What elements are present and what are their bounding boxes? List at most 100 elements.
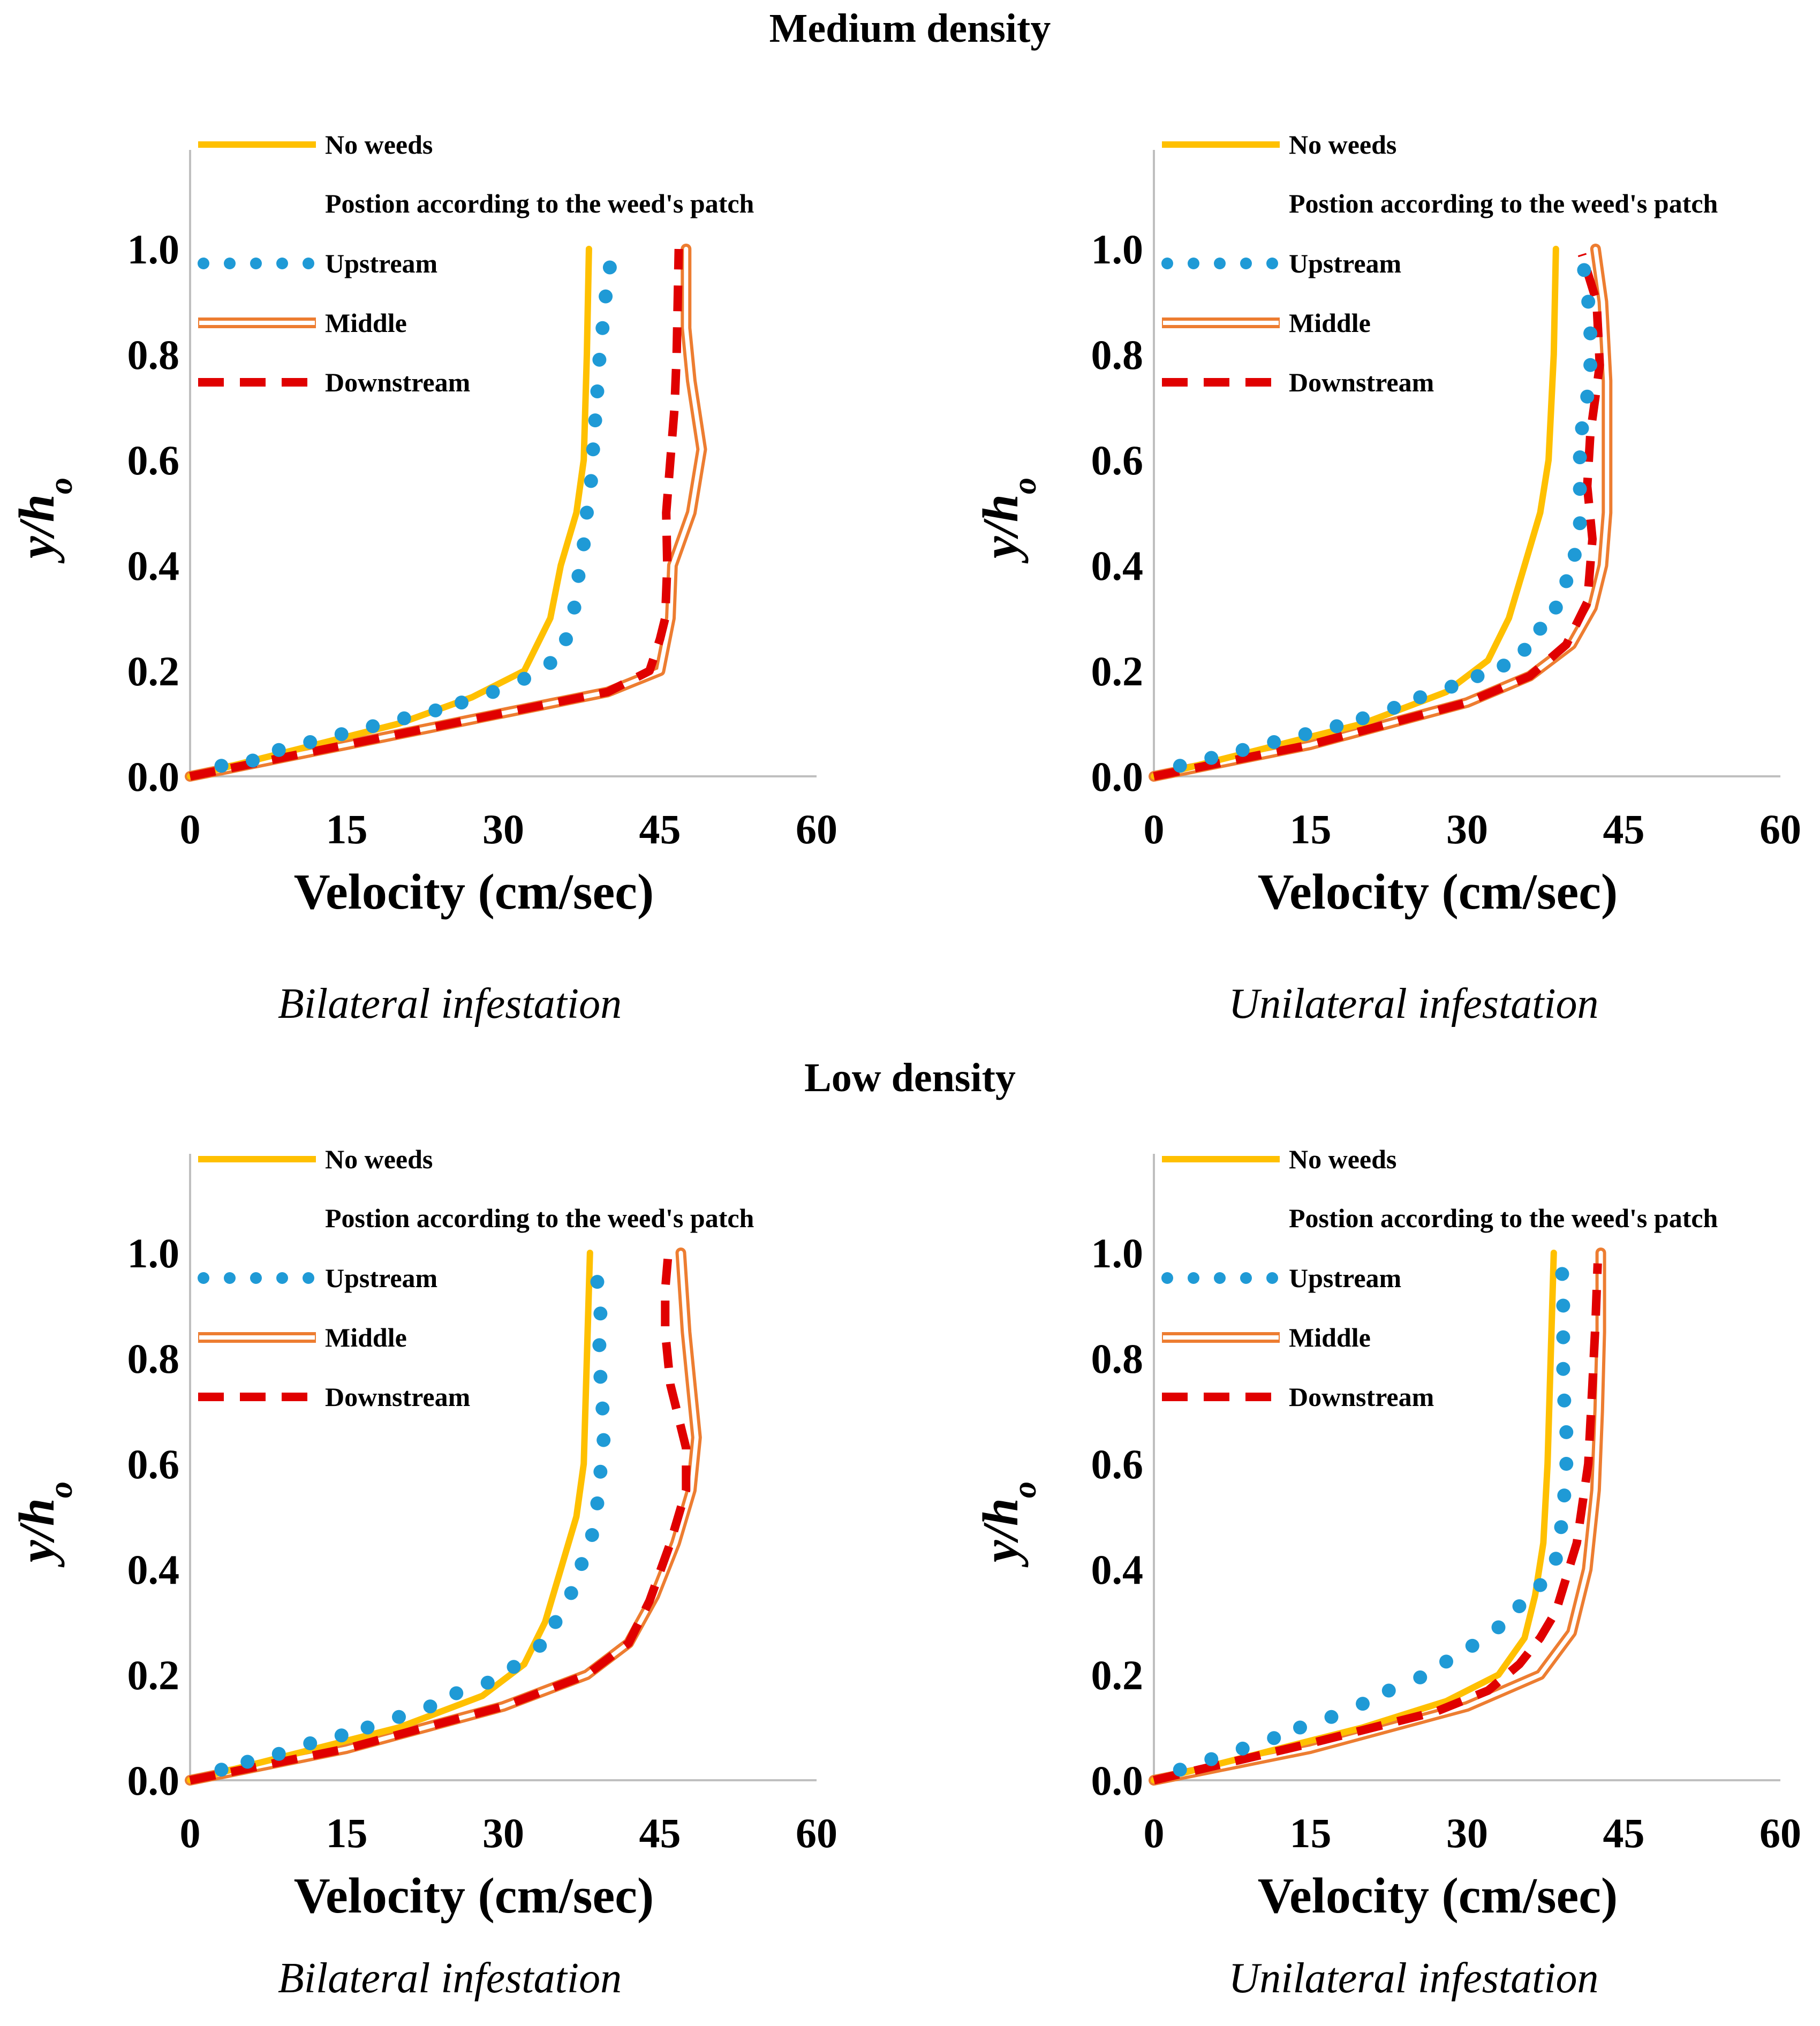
upstream-point xyxy=(517,671,531,686)
upstream-point xyxy=(1573,450,1587,465)
y-tick-label: 1.0 xyxy=(1091,226,1144,273)
upstream-point xyxy=(1491,1620,1506,1635)
upstream-point xyxy=(1356,1697,1370,1711)
upstream-point xyxy=(584,474,598,488)
y-tick-label: 0.2 xyxy=(127,648,180,694)
upstream-point xyxy=(585,1528,599,1542)
upstream-point xyxy=(559,632,573,646)
upstream-point xyxy=(480,1675,495,1690)
y-axis-label-main: y/h xyxy=(973,1498,1029,1568)
upstream-point xyxy=(486,685,500,699)
y-tick-label: 0.8 xyxy=(1091,331,1144,378)
upstream-point xyxy=(590,384,605,398)
upstream-point xyxy=(1470,669,1485,683)
legend-label-no-weeds: No weeds xyxy=(325,130,433,160)
upstream-point xyxy=(455,696,469,710)
x-tick-label: 60 xyxy=(1759,806,1801,852)
upstream-point xyxy=(592,1338,607,1352)
series-no-weeds-line xyxy=(1151,246,1559,780)
y-tick-label: 0.8 xyxy=(1091,1335,1144,1382)
upstream-point xyxy=(1512,1599,1527,1613)
legend-swatch-upstream-dot xyxy=(303,258,314,269)
y-axis-label-main: y/h xyxy=(9,494,65,564)
y-tick-label: 1.0 xyxy=(127,226,180,273)
upstream-point xyxy=(423,1699,437,1714)
legend-swatch-upstream-dot xyxy=(276,258,288,269)
upstream-point xyxy=(1267,1731,1281,1745)
legend-label-downstream: Downstream xyxy=(325,367,470,397)
x-tick-label: 0 xyxy=(1144,1810,1165,1856)
legend-label-no-weeds: No weeds xyxy=(325,1144,433,1174)
upstream-point xyxy=(1413,1670,1428,1684)
x-tick-label: 45 xyxy=(639,806,681,852)
y-tick-label: 0.2 xyxy=(1091,1652,1144,1698)
x-tick-label: 0 xyxy=(180,806,201,852)
upstream-point xyxy=(1557,1393,1572,1408)
legend-label-downstream: Downstream xyxy=(1289,367,1434,397)
legend-swatch-upstream-dot xyxy=(303,1272,314,1284)
upstream-point xyxy=(428,703,443,717)
upstream-point xyxy=(548,1615,563,1629)
y-tick-label: 0.0 xyxy=(127,753,180,800)
chart-low-unilateral: 0 15 30 45 60 0.0 0.2 0.4 0.6 0.8 1.0 Velocity (cm/… xyxy=(973,1144,1801,1924)
upstream-point xyxy=(303,1736,318,1751)
upstream-point xyxy=(1580,389,1595,404)
y-tick-label: 0.2 xyxy=(127,1652,180,1698)
x-tick-label: 30 xyxy=(482,806,524,852)
y-axis-label-sub: o xyxy=(1007,478,1043,494)
upstream-point xyxy=(1581,294,1596,309)
legend-label-upstream: Upstream xyxy=(325,1263,437,1293)
upstream-point xyxy=(586,442,600,457)
upstream-point xyxy=(595,321,610,335)
upstream-point xyxy=(1533,1578,1547,1592)
upstream-point xyxy=(577,537,591,551)
upstream-point xyxy=(303,735,318,749)
y-tick-label: 0.6 xyxy=(1091,1441,1144,1487)
upstream-point xyxy=(366,719,380,734)
section-title-low: Low density xyxy=(804,1055,1016,1100)
legend-label-upstream: Upstream xyxy=(1289,1263,1401,1293)
series-upstream xyxy=(1173,1267,1574,1777)
y-tick-label: 0.4 xyxy=(1091,542,1144,589)
legend-label-downstream: Downstream xyxy=(325,1382,470,1412)
upstream-point xyxy=(214,1763,229,1777)
legend-swatch-upstream-dot xyxy=(1266,258,1278,269)
x-tick-label: 0 xyxy=(180,1810,201,1856)
upstream-point xyxy=(1583,358,1598,372)
y-axis-label-sub: o xyxy=(43,478,79,494)
y-tick-label: 0.6 xyxy=(127,437,180,483)
legend-swatch-upstream-dot xyxy=(250,1272,262,1284)
upstream-point xyxy=(271,743,286,757)
upstream-point xyxy=(1293,1720,1307,1735)
series-downstream-line xyxy=(189,248,683,781)
upstream-point xyxy=(593,1306,608,1321)
legend-swatch-upstream-dot xyxy=(1214,258,1226,269)
y-tick-label: 1.0 xyxy=(1091,1230,1144,1276)
upstream-point xyxy=(564,1586,578,1600)
legend-swatch-upstream-dot xyxy=(224,258,236,269)
x-tick-label: 30 xyxy=(1446,1810,1488,1856)
legend-heading: Postion according to the weed's patch xyxy=(325,188,754,218)
chart-medium-unilateral: 0 15 30 45 60 0.0 0.2 0.4 0.6 0.8 1.0 Velocity (cm/… xyxy=(973,130,1801,920)
upstream-point xyxy=(575,1557,589,1571)
x-tick-label: 30 xyxy=(482,1810,524,1856)
upstream-point xyxy=(1356,711,1370,725)
upstream-point xyxy=(334,727,349,742)
upstream-point xyxy=(1573,482,1587,496)
legend-label-upstream: Upstream xyxy=(1289,248,1401,278)
legend: No weeds Postion according to the weed's … xyxy=(1161,130,1718,397)
x-tick-label: 60 xyxy=(796,806,837,852)
x-tick-label: 30 xyxy=(1446,806,1488,852)
upstream-point xyxy=(1204,751,1219,765)
caption-low-unilateral: Unilateral infestation xyxy=(1228,1955,1599,2002)
upstream-point xyxy=(1575,421,1589,435)
y-tick-label: 0.8 xyxy=(127,331,180,378)
upstream-point xyxy=(397,711,411,725)
legend-heading: Postion according to the weed's patch xyxy=(1289,188,1718,218)
upstream-point xyxy=(1559,1425,1574,1439)
upstream-point xyxy=(1439,1654,1453,1669)
legend-label-upstream: Upstream xyxy=(325,248,437,278)
upstream-point xyxy=(1577,263,1591,277)
upstream-point xyxy=(1567,548,1582,562)
series-upstream xyxy=(1173,263,1598,773)
